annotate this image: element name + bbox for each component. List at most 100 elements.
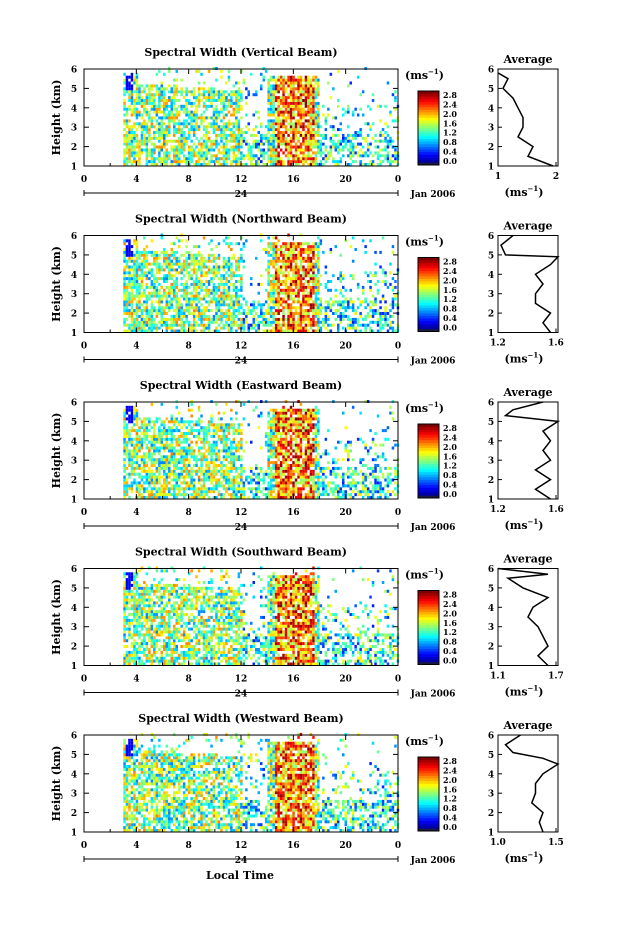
colorbar-segment bbox=[418, 474, 439, 478]
x-tick-label: 20 bbox=[339, 841, 352, 851]
x-tick-label: 12 bbox=[235, 841, 248, 851]
y-tick-label: 1 bbox=[71, 829, 77, 839]
average-y-tick-label: 2 bbox=[488, 643, 494, 653]
average-profile-line bbox=[500, 234, 560, 333]
y-tick-label: 5 bbox=[71, 418, 77, 428]
colorbar-segment bbox=[418, 595, 439, 599]
average-profile-line bbox=[497, 567, 550, 667]
colorbar-tick-label: 2.8 bbox=[443, 756, 457, 766]
colorbar-tick-label: 2.0 bbox=[443, 442, 457, 452]
colorbar-unit: (ms−1) bbox=[405, 567, 444, 582]
colorbar-segment bbox=[418, 276, 439, 279]
colorbar-segment bbox=[418, 468, 439, 472]
colorbar-segment bbox=[418, 120, 439, 124]
average-x-label: (ms−1) bbox=[504, 684, 543, 699]
colorbar-segment bbox=[418, 299, 439, 303]
colorbar-segment bbox=[418, 265, 439, 269]
average-title: Average bbox=[502, 719, 552, 732]
y-axis-label: Height (km) bbox=[50, 246, 63, 322]
colorbar-segment bbox=[418, 270, 439, 274]
average-title: Average bbox=[502, 553, 552, 566]
average-x-tick-label: 1 bbox=[495, 172, 501, 182]
colorbar-tick-label: 0.8 bbox=[443, 637, 457, 647]
colorbar-segment bbox=[418, 638, 439, 642]
y-tick-label: 4 bbox=[71, 604, 77, 614]
colorbar-segment bbox=[418, 122, 439, 126]
colorbar-segment bbox=[418, 135, 439, 139]
y-tick-label: 5 bbox=[71, 751, 77, 761]
y-tick-label: 2 bbox=[71, 476, 77, 486]
colorbar-segment bbox=[418, 632, 439, 636]
colorbar-segment bbox=[418, 458, 439, 462]
average-title: Average bbox=[502, 53, 552, 66]
x-tick-label: 16 bbox=[287, 675, 300, 685]
colorbar-segment bbox=[418, 109, 439, 113]
colorbar-tick-label: 0.0 bbox=[443, 656, 457, 666]
colorbar-segment bbox=[418, 313, 439, 316]
x-tick-label: 20 bbox=[339, 175, 352, 185]
colorbar-tick-label: 2.8 bbox=[443, 423, 457, 433]
colorbar-segment bbox=[418, 278, 439, 282]
day-label: 24 bbox=[235, 856, 248, 866]
colorbar-segment bbox=[418, 101, 439, 105]
average-y-tick-label: 5 bbox=[488, 751, 494, 761]
colorbar-segment bbox=[418, 825, 439, 829]
colorbar-segment bbox=[418, 786, 439, 790]
day-label: 24 bbox=[235, 523, 248, 533]
average-y-tick-label: 1 bbox=[488, 496, 494, 506]
colorbar-segment bbox=[418, 646, 439, 649]
colorbar-segment bbox=[418, 627, 439, 631]
y-tick-label: 1 bbox=[71, 329, 77, 339]
colorbar-segment bbox=[418, 125, 439, 129]
colorbar-segment bbox=[418, 828, 439, 832]
colorbar-segment bbox=[418, 96, 439, 100]
colorbar-segment bbox=[418, 424, 439, 427]
colorbar-segment bbox=[418, 466, 439, 470]
colorbar-unit: (ms−1) bbox=[405, 67, 444, 82]
colorbar-segment bbox=[418, 495, 439, 499]
date-label: Jan 2006 bbox=[410, 690, 456, 700]
y-tick-label: 3 bbox=[71, 623, 77, 633]
y-tick-label: 3 bbox=[71, 124, 77, 134]
x-tick-label: 16 bbox=[287, 175, 300, 185]
colorbar-segment bbox=[418, 328, 439, 332]
colorbar-segment bbox=[418, 804, 439, 808]
colorbar-segment bbox=[418, 268, 439, 272]
panel-title: Spectral Width (Vertical Beam) bbox=[144, 46, 337, 59]
colorbar-segment bbox=[418, 447, 439, 451]
colorbar-tick-label: 0.0 bbox=[443, 489, 457, 499]
colorbar-tick-label: 0.4 bbox=[443, 313, 457, 323]
colorbar-segment bbox=[418, 590, 439, 594]
y-tick-label: 3 bbox=[71, 290, 77, 300]
x-tick-label: 0 bbox=[395, 675, 401, 685]
average-y-tick-label: 3 bbox=[488, 790, 494, 800]
colorbar-segment bbox=[418, 820, 439, 824]
colorbar-segment bbox=[418, 807, 439, 811]
colorbar-segment bbox=[418, 614, 439, 618]
colorbar-frame bbox=[417, 590, 440, 665]
y-tick-label: 5 bbox=[71, 251, 77, 261]
colorbar-segment bbox=[418, 151, 439, 155]
average-frame bbox=[497, 568, 559, 666]
colorbar-segment bbox=[418, 653, 439, 657]
average-y-tick-label: 4 bbox=[488, 770, 494, 780]
average-y-tick-label: 2 bbox=[488, 809, 494, 819]
y-tick-label: 1 bbox=[71, 163, 77, 173]
y-tick-label: 6 bbox=[71, 232, 77, 242]
colorbar-tick-label: 2.0 bbox=[443, 775, 457, 785]
colorbar-segment bbox=[418, 141, 439, 145]
panel-title: Spectral Width (Westward Beam) bbox=[138, 712, 343, 725]
average-x-tick-label: 1.1 bbox=[490, 672, 506, 682]
colorbar-tick-label: 2.4 bbox=[443, 432, 457, 442]
y-tick-label: 6 bbox=[71, 66, 77, 76]
date-label: Jan 2006 bbox=[410, 523, 456, 533]
colorbar-segment bbox=[418, 143, 439, 147]
colorbar-segment bbox=[418, 482, 439, 486]
average-y-tick-label: 4 bbox=[488, 604, 494, 614]
panel-1: Spectral Width (Northward Beam) Height (k… bbox=[50, 213, 564, 367]
colorbar-segment bbox=[418, 659, 439, 663]
heatmap-cells bbox=[123, 733, 400, 832]
date-label: Jan 2006 bbox=[410, 190, 456, 200]
colorbar-segment bbox=[418, 598, 439, 602]
